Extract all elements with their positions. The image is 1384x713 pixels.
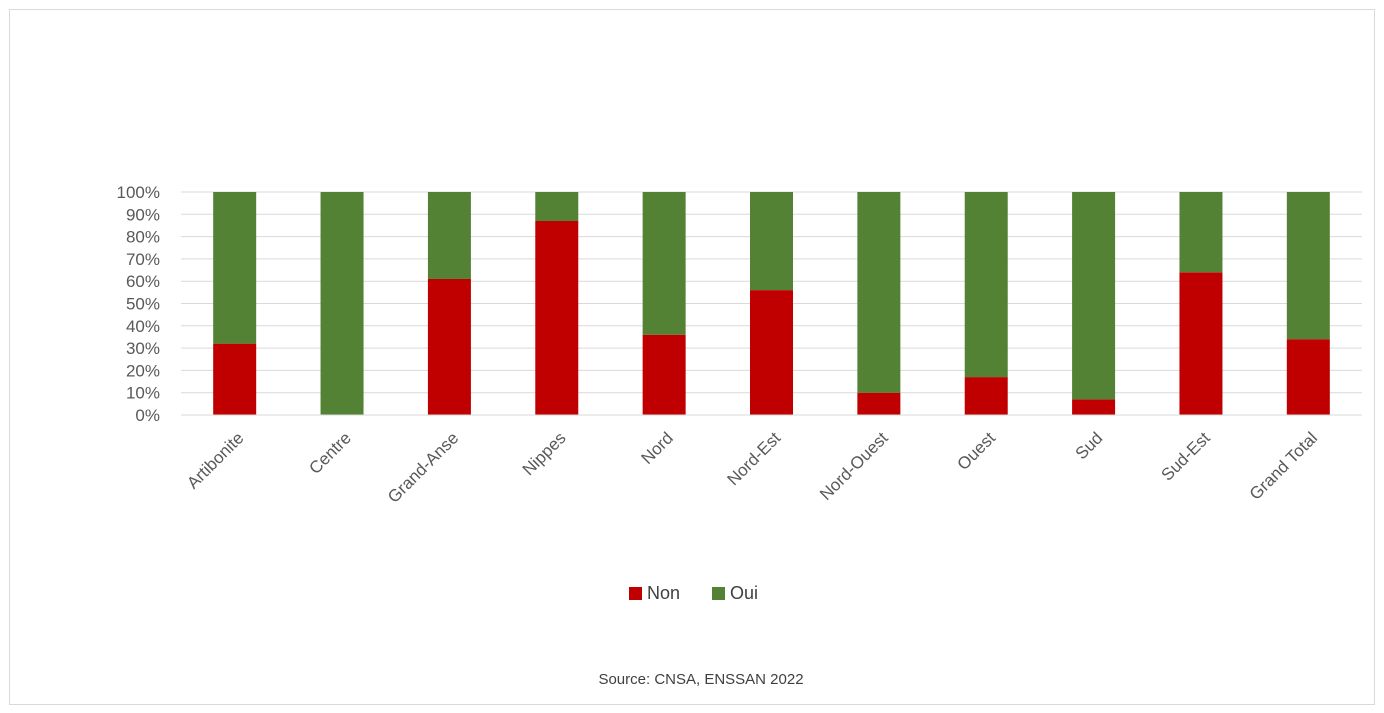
bar-oui-nord-est xyxy=(750,192,793,291)
bar-oui-sud xyxy=(1072,192,1116,400)
y-tick-label: 40% xyxy=(126,317,160,336)
x-category-label: Sud xyxy=(1072,428,1107,463)
bar-oui-sud-est xyxy=(1179,192,1223,273)
x-category-label: Centre xyxy=(305,428,355,478)
bar-oui-nippes xyxy=(535,192,579,221)
bar-non-sud xyxy=(1072,399,1116,415)
bar-non-grand-anse xyxy=(427,278,471,415)
bar-oui-grand-anse xyxy=(427,192,471,279)
y-tick-label: 80% xyxy=(126,228,160,247)
source-note: Source: CNSA, ENSSAN 2022 xyxy=(598,671,803,688)
x-category-label: Artibonite xyxy=(183,428,247,492)
y-tick-label: 50% xyxy=(126,295,160,314)
legend-label-oui: Oui xyxy=(730,583,758,603)
bar-oui-centre xyxy=(320,192,364,415)
bar-non-nord xyxy=(642,334,686,415)
bar-non-sud-est xyxy=(1179,272,1223,415)
bar-oui-ouest xyxy=(964,192,1008,378)
bar-oui-nord-ouest xyxy=(857,192,901,393)
bar-oui-artibonite xyxy=(213,192,257,344)
bars xyxy=(213,192,1330,415)
y-tick-label: 60% xyxy=(126,272,160,291)
x-category-label: Grand Total xyxy=(1246,428,1321,503)
legend-label-non: Non xyxy=(647,583,680,603)
x-category-label: Grand-Anse xyxy=(384,428,462,506)
y-tick-label: 0% xyxy=(135,406,160,425)
x-category-label: Nippes xyxy=(519,428,570,479)
x-category-label: Nord xyxy=(637,428,676,467)
y-tick-label: 100% xyxy=(117,183,160,202)
bar-oui-grand-total xyxy=(1286,192,1330,340)
legend-swatch-oui xyxy=(712,587,725,600)
bar-oui-nord xyxy=(642,192,686,335)
bar-non-nord-est xyxy=(750,290,793,415)
y-tick-label: 90% xyxy=(126,205,160,224)
legend: Non Oui xyxy=(629,583,758,603)
x-category-label: Nord-Est xyxy=(723,428,784,489)
y-tick-label: 70% xyxy=(126,250,160,269)
x-category-label: Nord-Ouest xyxy=(816,428,892,504)
y-tick-label: 20% xyxy=(126,361,160,380)
bar-non-nord-ouest xyxy=(857,392,901,415)
bar-non-nippes xyxy=(535,220,579,415)
bar-non-ouest xyxy=(964,377,1008,415)
x-category-label: Sud-Est xyxy=(1158,428,1214,484)
x-axis-category-labels: Artibonite Centre Grand-Anse Nippes Nord Nord… xyxy=(183,428,1321,506)
bar-non-artibonite xyxy=(213,343,257,415)
y-axis-tick-labels: 0% 10% 20% 30% 40% 50% 60% 70% 80% 90% 100% xyxy=(117,183,160,425)
legend-swatch-non xyxy=(629,587,642,600)
bar-non-grand-total xyxy=(1286,339,1330,415)
x-category-label: Ouest xyxy=(954,428,1000,474)
y-tick-label: 30% xyxy=(126,339,160,358)
y-tick-label: 10% xyxy=(126,384,160,403)
